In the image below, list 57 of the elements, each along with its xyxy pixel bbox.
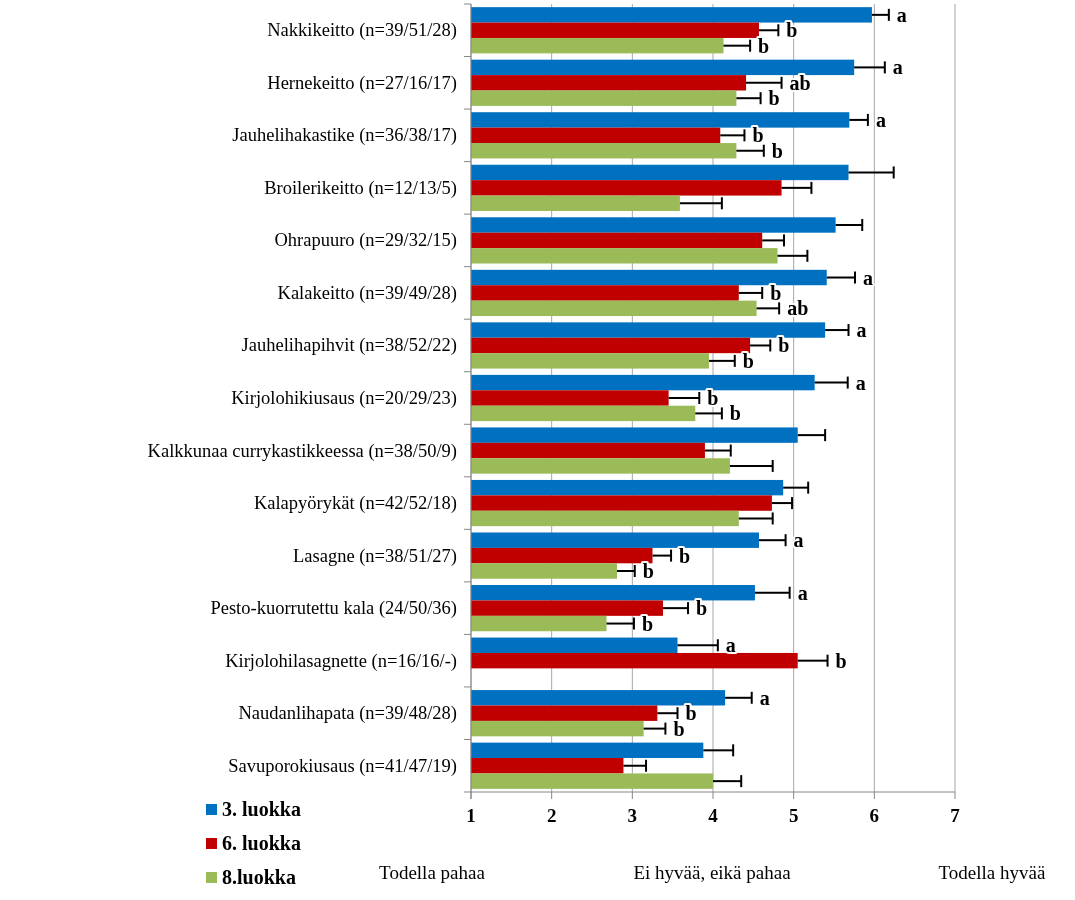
text: Todella pahaa — [379, 862, 486, 883]
data-label: b — [835, 649, 847, 672]
x-tick-label: 1 — [466, 805, 476, 826]
data-label: a — [862, 266, 873, 289]
y-tick-label: Naudanlihapata (n=39/48/28) — [238, 703, 457, 725]
legend-label: 8.luokka — [222, 866, 296, 888]
data-label: a — [725, 634, 736, 657]
y-tick-label: Kalkkunaa currykastikkeessa (n=38/50/9) — [147, 440, 457, 462]
data-label: b — [642, 560, 654, 583]
x-tick-label: 6 — [869, 805, 880, 826]
y-tick-label: Kalakeitto (n=39/49/28) — [277, 282, 457, 304]
y-tick-label: Kirjolohilasagnette (n=16/16/-) — [225, 650, 457, 672]
data-label: a — [797, 581, 808, 604]
x-tick-label: 5 — [788, 805, 799, 826]
x-tick-label: 4 — [708, 805, 719, 826]
data-label: b — [778, 334, 790, 357]
data-label: b — [771, 139, 783, 162]
y-tick-label: Nakkikeitto (n=39/51/28) — [267, 20, 457, 42]
data-label: b — [786, 19, 798, 42]
data-label: b — [770, 281, 782, 304]
data-label: ab — [789, 71, 811, 94]
data-label: b — [742, 349, 754, 372]
data-label: b — [673, 717, 685, 740]
text: Todella hyvää — [938, 862, 1046, 883]
y-tick-label: Ohrapuuro (n=29/32/15) — [274, 230, 457, 252]
data-label: a — [892, 56, 903, 79]
data-label: b — [695, 597, 708, 620]
data-label: b — [707, 387, 719, 409]
x-tick-label: 3 — [627, 805, 638, 826]
data-label: a — [793, 529, 804, 552]
data-label: b — [752, 124, 764, 147]
data-label: b — [758, 34, 770, 57]
x-tick-label: 2 — [546, 805, 557, 826]
legend-label: 6. luokka — [222, 832, 301, 854]
y-tick-label: Jauhelihapihvit (n=38/52/22) — [241, 335, 457, 357]
data-label: ab — [787, 297, 809, 320]
data-label: a — [875, 108, 886, 131]
data-label: a — [896, 3, 907, 26]
x-tick-label: 7 — [950, 805, 961, 826]
y-tick-label: Pesto-kuorrutettu kala (24/50/36) — [210, 598, 457, 620]
data-label: a — [759, 686, 770, 709]
data-label: b — [685, 702, 697, 725]
text: Ei hyvää, eikä pahaa — [633, 862, 792, 883]
y-tick-label: Kirjolohikiusaus (n=20/29/23) — [231, 388, 457, 409]
legend-label: 3. luokka — [222, 798, 301, 820]
data-label: a — [856, 319, 867, 342]
data-label: b — [729, 402, 741, 425]
y-tick-label: Jauhelihakastike (n=36/38/17) — [232, 125, 457, 147]
y-tick-label: Kalapyörykät (n=42/52/18) — [253, 493, 457, 515]
y-tick-label: Lasagne (n=38/51/27) — [292, 545, 457, 567]
y-tick-label: Broilerikeitto (n=12/13/5) — [264, 177, 457, 199]
data-label: b — [679, 544, 691, 567]
data-label: b — [768, 87, 780, 110]
y-tick-label: Savuporokiusaus (n=41/47/19) — [228, 755, 457, 777]
data-label: b — [641, 612, 654, 635]
data-label: a — [855, 371, 866, 394]
y-tick-label: Hernekeitto (n=27/16/17) — [267, 72, 457, 94]
